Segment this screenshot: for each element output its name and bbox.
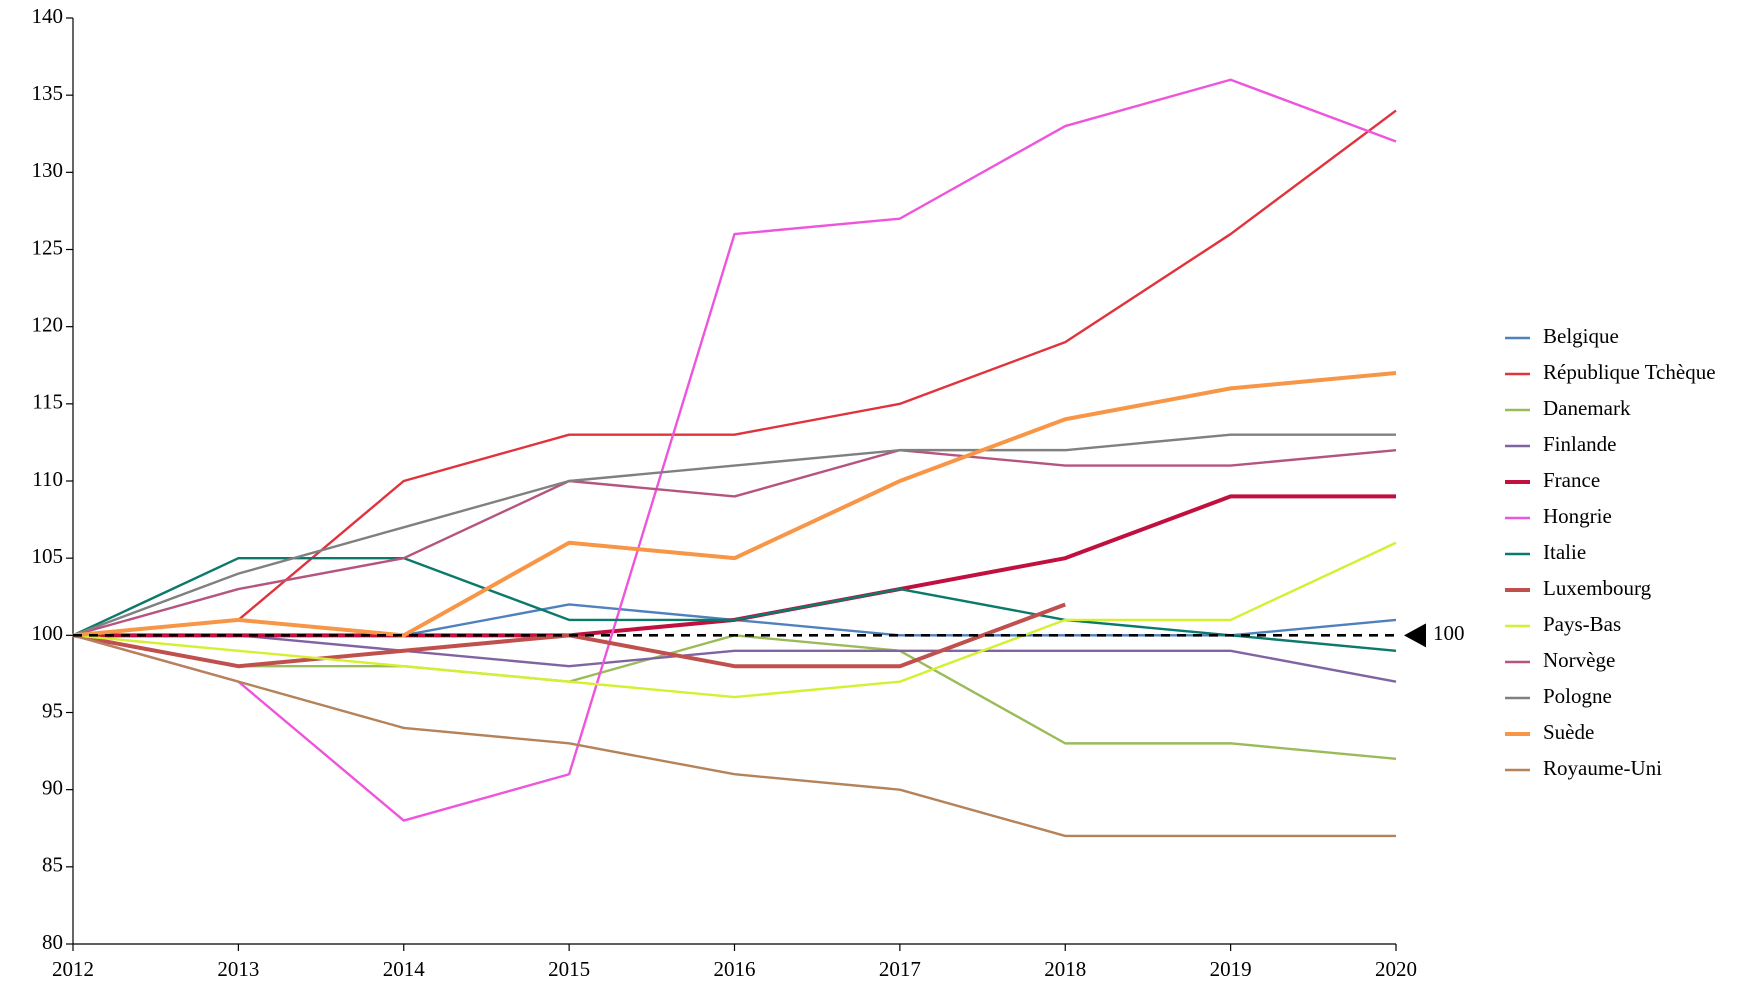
legend-label: Hongrie — [1543, 504, 1612, 528]
reference-label: 100 — [1433, 621, 1465, 645]
x-tick-label: 2017 — [879, 957, 921, 981]
series-line — [72, 541, 1397, 699]
y-tick-label: 140 — [32, 4, 64, 28]
x-tick-label: 2013 — [217, 957, 259, 981]
y-tick-label: 95 — [42, 698, 63, 722]
series-line — [72, 448, 1397, 637]
series-line — [73, 634, 1397, 683]
x-tick-label: 2020 — [1375, 957, 1417, 981]
x-tick-label: 2019 — [1210, 957, 1252, 981]
y-tick-label: 110 — [32, 467, 63, 491]
legend-label: Pays-Bas — [1543, 612, 1621, 636]
legend-label: Suède — [1543, 720, 1594, 744]
series-line — [72, 109, 1397, 637]
legend-label: Italie — [1543, 540, 1586, 564]
y-tick-label: 85 — [42, 853, 63, 877]
series-line — [72, 370, 1397, 638]
x-tick-label: 2016 — [714, 957, 756, 981]
y-tick-label: 100 — [32, 621, 64, 645]
legend-label: Luxembourg — [1543, 576, 1652, 600]
x-tick-label: 2012 — [52, 957, 94, 981]
series-line — [72, 634, 1396, 838]
legend-label: Belgique — [1543, 324, 1619, 348]
y-tick-label: 120 — [32, 312, 64, 336]
series-line — [72, 78, 1397, 822]
x-tick-label: 2018 — [1044, 957, 1086, 981]
series-line — [72, 433, 1396, 637]
x-tick-label: 2014 — [383, 957, 426, 981]
legend-label: République Tchèque — [1543, 360, 1716, 384]
series-line — [73, 494, 1396, 638]
legend-label: Finlande — [1543, 432, 1617, 456]
x-tick-label: 2015 — [548, 957, 590, 981]
y-tick-label: 125 — [32, 235, 64, 259]
reference-marker — [1404, 623, 1426, 648]
y-tick-label: 105 — [32, 544, 64, 568]
legend-label: Danemark — [1543, 396, 1631, 420]
legend-label: Norvège — [1543, 648, 1615, 672]
legend-label: France — [1543, 468, 1600, 492]
y-tick-label: 135 — [32, 81, 64, 105]
legend-label: Pologne — [1543, 684, 1612, 708]
y-tick-label: 115 — [32, 390, 63, 414]
y-tick-label: 130 — [32, 158, 64, 182]
y-tick-label: 80 — [42, 930, 63, 954]
y-tick-label: 90 — [42, 775, 63, 799]
legend-label: Royaume-Uni — [1543, 756, 1662, 780]
